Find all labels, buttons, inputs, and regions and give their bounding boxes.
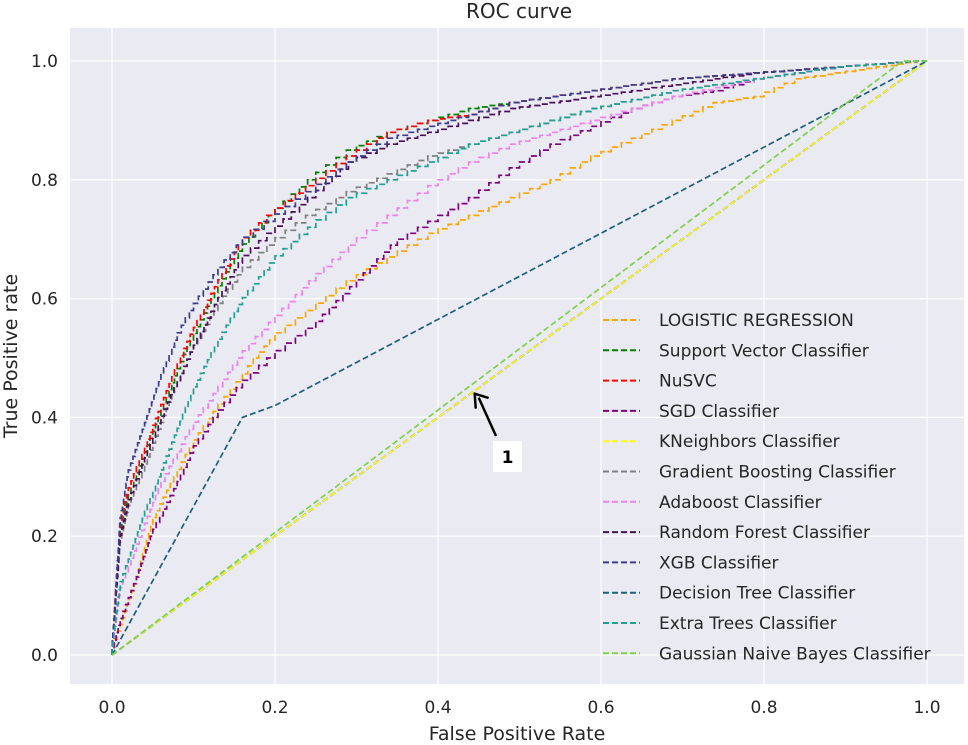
- annotation: 1: [473, 392, 522, 472]
- y-axis-label: True Positive rate: [0, 274, 22, 439]
- annotation-arrowhead: [473, 392, 489, 409]
- legend-label: Gaussian Naive Bayes Classifier: [659, 644, 931, 664]
- y-tick-label: 0.6: [31, 290, 58, 310]
- series-line-xgb-classifier: [111, 60, 927, 655]
- y-tick-label: 0.0: [31, 646, 58, 666]
- x-tick-label: 0.8: [750, 698, 777, 718]
- plot-area: [70, 28, 964, 684]
- legend-label: KNeighbors Classifier: [659, 432, 840, 452]
- series-line-extra-trees-classifier: [111, 60, 927, 655]
- x-tick-label: 1.0: [913, 698, 940, 718]
- legend: LOGISTIC REGRESSION Support Vector Classi…: [603, 311, 931, 664]
- series-line-random-forest-classifier: [111, 60, 927, 655]
- annotation-arrow-shaft: [477, 397, 498, 437]
- x-tick-label: 0.6: [587, 698, 614, 718]
- legend-label: XGB Classifier: [659, 553, 779, 573]
- annotation-box: [493, 441, 522, 472]
- y-tick-label: 1.0: [31, 52, 58, 72]
- series-line-gaussian-naive-bayes-classifier: [111, 60, 927, 656]
- series-line-logistic-regression: [111, 60, 927, 655]
- legend-label: LOGISTIC REGRESSION: [659, 311, 854, 331]
- x-axis-label: False Positive Rate: [429, 723, 606, 745]
- legend-label: SGD Classifier: [659, 402, 779, 422]
- legend-label: Adaboost Classifier: [659, 493, 822, 513]
- legend-label: Random Forest Classifier: [659, 523, 870, 543]
- y-tick-label: 0.8: [31, 171, 58, 191]
- series-line-kneighbors-classifier: [111, 60, 928, 656]
- x-tick-label: 0.2: [261, 698, 288, 718]
- legend-label: NuSVC: [659, 372, 717, 392]
- y-tick-label: 0.2: [31, 527, 58, 547]
- series-line-adaboost-classifier: [111, 60, 927, 655]
- legend-label: Decision Tree Classifier: [659, 584, 855, 604]
- annotation-label: 1: [502, 448, 514, 468]
- series-lines: [111, 60, 928, 656]
- legend-label: Gradient Boosting Classifier: [659, 463, 896, 483]
- series-line-decision-tree-classifier: [111, 60, 928, 656]
- x-tick-label: 0.0: [98, 698, 125, 718]
- x-tick-label: 0.4: [424, 698, 451, 718]
- legend-label: Extra Trees Classifier: [659, 614, 837, 634]
- legend-label: Support Vector Classifier: [659, 341, 869, 361]
- ticks: 0.0 0.2 0.4 0.6 0.8 1.0 0.0 0.2 0.4 0.6 0.8 1.0: [31, 52, 941, 718]
- series-line-sgd-classifier: [111, 60, 927, 655]
- y-tick-label: 0.4: [31, 408, 58, 428]
- chart-title: ROC curve: [466, 0, 572, 23]
